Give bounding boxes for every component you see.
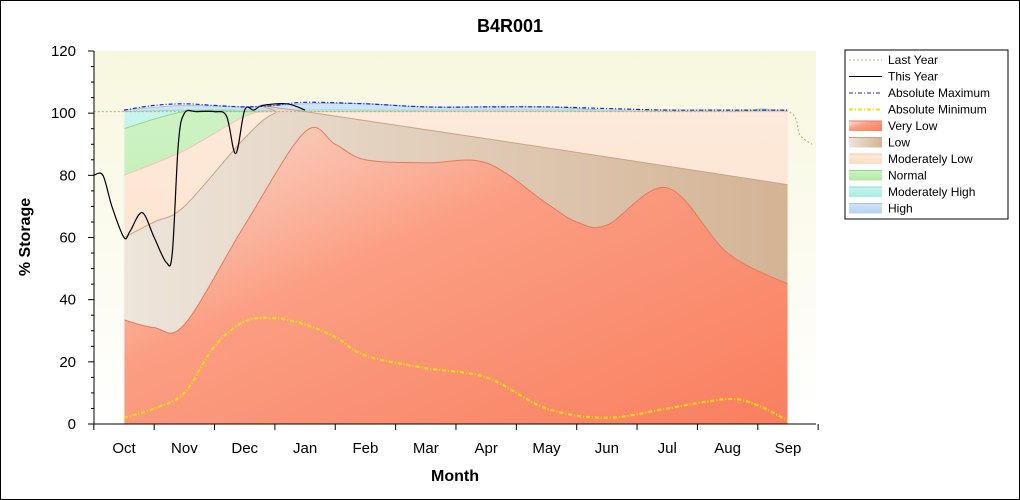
bands-layer bbox=[123, 102, 789, 425]
legend-item-normal: Normal bbox=[849, 169, 927, 183]
x-tick-label: Nov bbox=[171, 440, 198, 457]
legend-item-low: Low bbox=[849, 136, 910, 150]
legend-item-high: High bbox=[849, 202, 913, 216]
band-very-low bbox=[124, 127, 788, 424]
legend-label-low: Low bbox=[888, 136, 910, 150]
legend-label-moderately-low: Moderately Low bbox=[888, 152, 973, 166]
x-tick-label: Sep bbox=[775, 440, 802, 457]
legend-swatch-very-low bbox=[849, 121, 882, 131]
legend-label-normal: Normal bbox=[888, 169, 927, 183]
legend-swatch-moderately-high bbox=[849, 187, 882, 197]
band-moderately-high-edge bbox=[123, 108, 789, 127]
legend-swatch-high bbox=[849, 203, 882, 214]
legend: Last Year This Year Absolute Maximum Absolu… bbox=[844, 49, 1009, 220]
x-tick-label: Jan bbox=[293, 440, 317, 457]
lines-layer bbox=[93, 101, 813, 422]
legend-item-absolute-maximum: Absolute Maximum bbox=[849, 86, 990, 100]
series-absolute-maximum-line bbox=[123, 101, 788, 111]
y-tick-label: 0 bbox=[68, 416, 76, 433]
x-tick-label: Dec bbox=[231, 440, 258, 457]
legend-label-last-year: Last Year bbox=[888, 53, 938, 67]
axes-layer: 0 20 40 60 80 100 120 Oct Nov Dec Jan Feb Mar Apr May J… bbox=[51, 43, 819, 457]
series-absolute-minimum-line bbox=[123, 316, 789, 422]
legend-item-last-year: Last Year bbox=[849, 53, 938, 67]
y-tick-label: 20 bbox=[59, 354, 76, 371]
x-tick-label: May bbox=[532, 440, 561, 457]
legend-swatch-low bbox=[849, 137, 882, 148]
x-tick-label: Aug bbox=[714, 440, 741, 457]
legend-item-absolute-minimum: Absolute Minimum bbox=[849, 103, 987, 117]
legend-item-this-year: This Year bbox=[849, 70, 938, 84]
legend-label-this-year: This Year bbox=[888, 70, 938, 84]
y-tick-label: 120 bbox=[51, 43, 76, 60]
x-tick-label: Feb bbox=[353, 440, 379, 457]
legend-swatch-moderately-low bbox=[849, 154, 882, 164]
legend-item-very-low: Very Low bbox=[849, 119, 938, 133]
y-tick-label: 80 bbox=[59, 167, 76, 184]
y-tick-label: 60 bbox=[59, 230, 76, 247]
legend-label-high: High bbox=[888, 202, 913, 216]
x-tick-label: Jun bbox=[595, 440, 619, 457]
legend-label-very-low: Very Low bbox=[888, 119, 938, 133]
x-tick-label: Oct bbox=[112, 440, 136, 457]
legend-item-moderately-low: Moderately Low bbox=[849, 152, 973, 166]
band-very-low-edge bbox=[123, 126, 789, 334]
legend-label-absolute-minimum: Absolute Minimum bbox=[888, 103, 987, 117]
x-tick-label: Apr bbox=[474, 440, 497, 457]
y-axis-title: % Storage bbox=[17, 198, 34, 276]
band-low-edge bbox=[123, 105, 789, 238]
y-tick-label: 100 bbox=[51, 105, 76, 122]
chart-title: B4R001 bbox=[477, 16, 543, 36]
legend-item-moderately-high: Moderately High bbox=[849, 185, 975, 199]
series-this-year-line bbox=[93, 103, 306, 267]
x-tick-label: Mar bbox=[413, 440, 439, 457]
y-tick-label: 40 bbox=[59, 292, 76, 309]
x-axis-title: Month bbox=[431, 468, 479, 485]
legend-swatch-normal bbox=[849, 170, 882, 181]
legend-label-absolute-maximum: Absolute Maximum bbox=[888, 86, 990, 100]
legend-label-moderately-high: Moderately High bbox=[888, 185, 975, 199]
x-tick-label: Jul bbox=[658, 440, 677, 457]
